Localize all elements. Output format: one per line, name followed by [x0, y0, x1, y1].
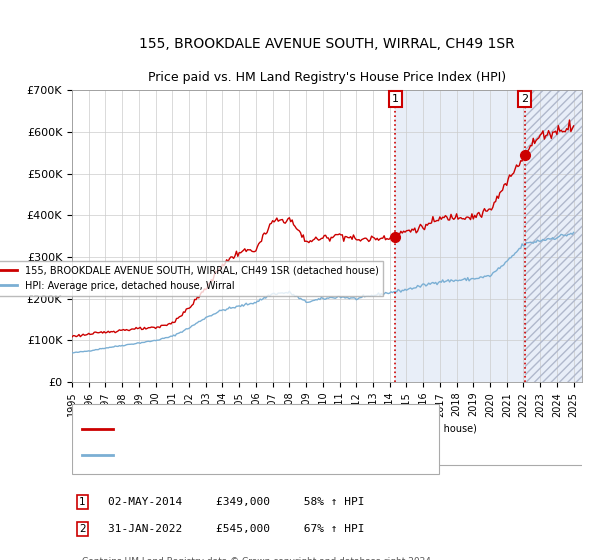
Text: 155, BROOKDALE AVENUE SOUTH, WIRRAL, CH49 1SR (detached house): 155, BROOKDALE AVENUE SOUTH, WIRRAL, CH4… — [123, 424, 477, 434]
Text: 1: 1 — [79, 497, 86, 507]
Text: 02-MAY-2014     £349,000     58% ↑ HPI: 02-MAY-2014 £349,000 58% ↑ HPI — [108, 497, 364, 507]
Text: 1: 1 — [392, 94, 399, 104]
Bar — [525, 91, 582, 382]
Text: 2: 2 — [79, 524, 86, 534]
Text: HPI: Average price, detached house, Wirral: HPI: Average price, detached house, Wirr… — [123, 450, 332, 460]
FancyBboxPatch shape — [72, 404, 439, 474]
Text: 31-JAN-2022     £545,000     67% ↑ HPI: 31-JAN-2022 £545,000 67% ↑ HPI — [108, 524, 364, 534]
Bar — [525, 91, 582, 382]
Text: Price paid vs. HM Land Registry's House Price Index (HPI): Price paid vs. HM Land Registry's House … — [148, 72, 506, 85]
Text: 2: 2 — [521, 94, 529, 104]
Bar — [395, 91, 525, 382]
Legend: 155, BROOKDALE AVENUE SOUTH, WIRRAL, CH49 1SR (detached house), HPI: Average pri: 155, BROOKDALE AVENUE SOUTH, WIRRAL, CH4… — [0, 261, 383, 296]
Text: 155, BROOKDALE AVENUE SOUTH, WIRRAL, CH49 1SR: 155, BROOKDALE AVENUE SOUTH, WIRRAL, CH4… — [139, 36, 515, 50]
Text: Contains HM Land Registry data © Crown copyright and database right 2024.
This d: Contains HM Land Registry data © Crown c… — [82, 557, 434, 560]
